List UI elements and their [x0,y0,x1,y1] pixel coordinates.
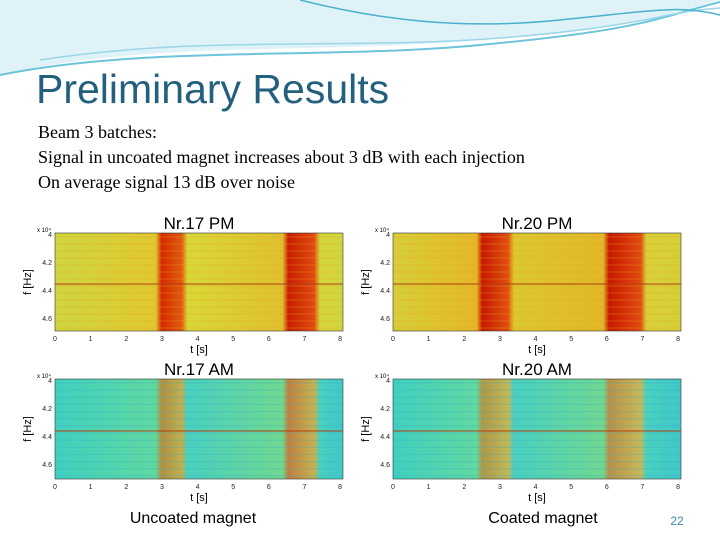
x-tick-label: 7 [641,484,645,491]
y-tick-label: 4.2 [42,406,52,413]
axis-exponent: x 10⁴ [37,227,51,234]
y-tick-label: 4.4 [42,288,52,295]
y-tick-label: 4 [386,232,390,239]
bullet: Beam 3 batches: [38,122,157,142]
y-axis-label: f [Hz] [22,269,34,295]
x-tick-label: 1 [89,336,93,343]
y-tick-label: 4 [48,378,52,385]
y-tick-label: 4 [386,378,390,385]
header-decoration [0,0,720,76]
caption: Uncoated magnet [130,510,257,527]
x-tick-label: 3 [498,336,502,343]
x-tick-label: 8 [338,336,342,343]
y-tick-label: 4.2 [42,260,52,267]
panel-title: Nr.17 AM [164,360,234,379]
y-axis-label: f [Hz] [22,416,34,442]
bullet: On average signal 13 dB over noise [38,172,295,192]
x-tick-label: 8 [676,336,680,343]
y-axis-label: f [Hz] [360,269,372,295]
x-tick-label: 4 [534,336,538,343]
y-tick-label: 4.4 [42,434,52,441]
x-axis-label: t [s] [190,344,208,356]
x-tick-label: 2 [462,336,466,343]
spectrogram [392,378,682,480]
x-tick-label: 0 [53,336,57,343]
y-tick-label: 4.4 [380,434,390,441]
x-tick-label: 5 [569,336,573,343]
x-tick-label: 6 [605,484,609,491]
x-tick-label: 0 [391,336,395,343]
slide-title: Preliminary Results [36,66,389,112]
x-tick-label: 3 [498,484,502,491]
panel-title: Nr.17 PM [164,214,235,233]
x-tick-label: 8 [338,484,342,491]
x-tick-label: 5 [231,336,235,343]
x-tick-label: 1 [89,484,93,491]
x-tick-label: 2 [462,484,466,491]
caption: Coated magnet [488,510,598,527]
spectrogram [54,378,344,480]
x-axis-label: t [s] [528,492,546,504]
x-tick-label: 3 [160,484,164,491]
y-tick-label: 4.4 [380,288,390,295]
x-tick-label: 7 [303,484,307,491]
axis-exponent: x 10⁴ [375,227,389,234]
x-tick-label: 5 [569,484,573,491]
bullet: Signal in uncoated magnet increases abou… [38,147,525,167]
x-tick-label: 4 [196,484,200,491]
y-axis-label: f [Hz] [360,416,372,442]
x-tick-label: 6 [267,484,271,491]
x-axis-label: t [s] [190,492,208,504]
panel-title: Nr.20 AM [502,360,572,379]
x-axis-label: t [s] [528,344,546,356]
y-tick-label: 4.6 [380,316,390,323]
x-tick-label: 2 [124,484,128,491]
x-tick-label: 5 [231,484,235,491]
panel-title: Nr.20 PM [502,214,573,233]
y-tick-label: 4 [48,232,52,239]
x-tick-label: 1 [427,484,431,491]
y-tick-label: 4.6 [380,462,390,469]
x-tick-label: 2 [124,336,128,343]
x-tick-label: 7 [303,336,307,343]
x-tick-label: 1 [427,336,431,343]
x-tick-label: 4 [196,336,200,343]
x-tick-label: 7 [641,336,645,343]
page-number: 22 [670,514,684,528]
x-tick-label: 8 [676,484,680,491]
x-tick-label: 3 [160,336,164,343]
y-tick-label: 4.6 [42,462,52,469]
x-tick-label: 0 [391,484,395,491]
x-tick-label: 6 [267,336,271,343]
x-tick-label: 6 [605,336,609,343]
x-tick-label: 4 [534,484,538,491]
spectrogram [392,232,682,332]
axis-exponent: x 10⁴ [37,373,51,380]
y-tick-label: 4.2 [380,406,390,413]
axis-exponent: x 10⁴ [375,373,389,380]
spectrogram [54,232,344,332]
y-tick-label: 4.2 [380,260,390,267]
y-tick-label: 4.6 [42,316,52,323]
x-tick-label: 0 [53,484,57,491]
